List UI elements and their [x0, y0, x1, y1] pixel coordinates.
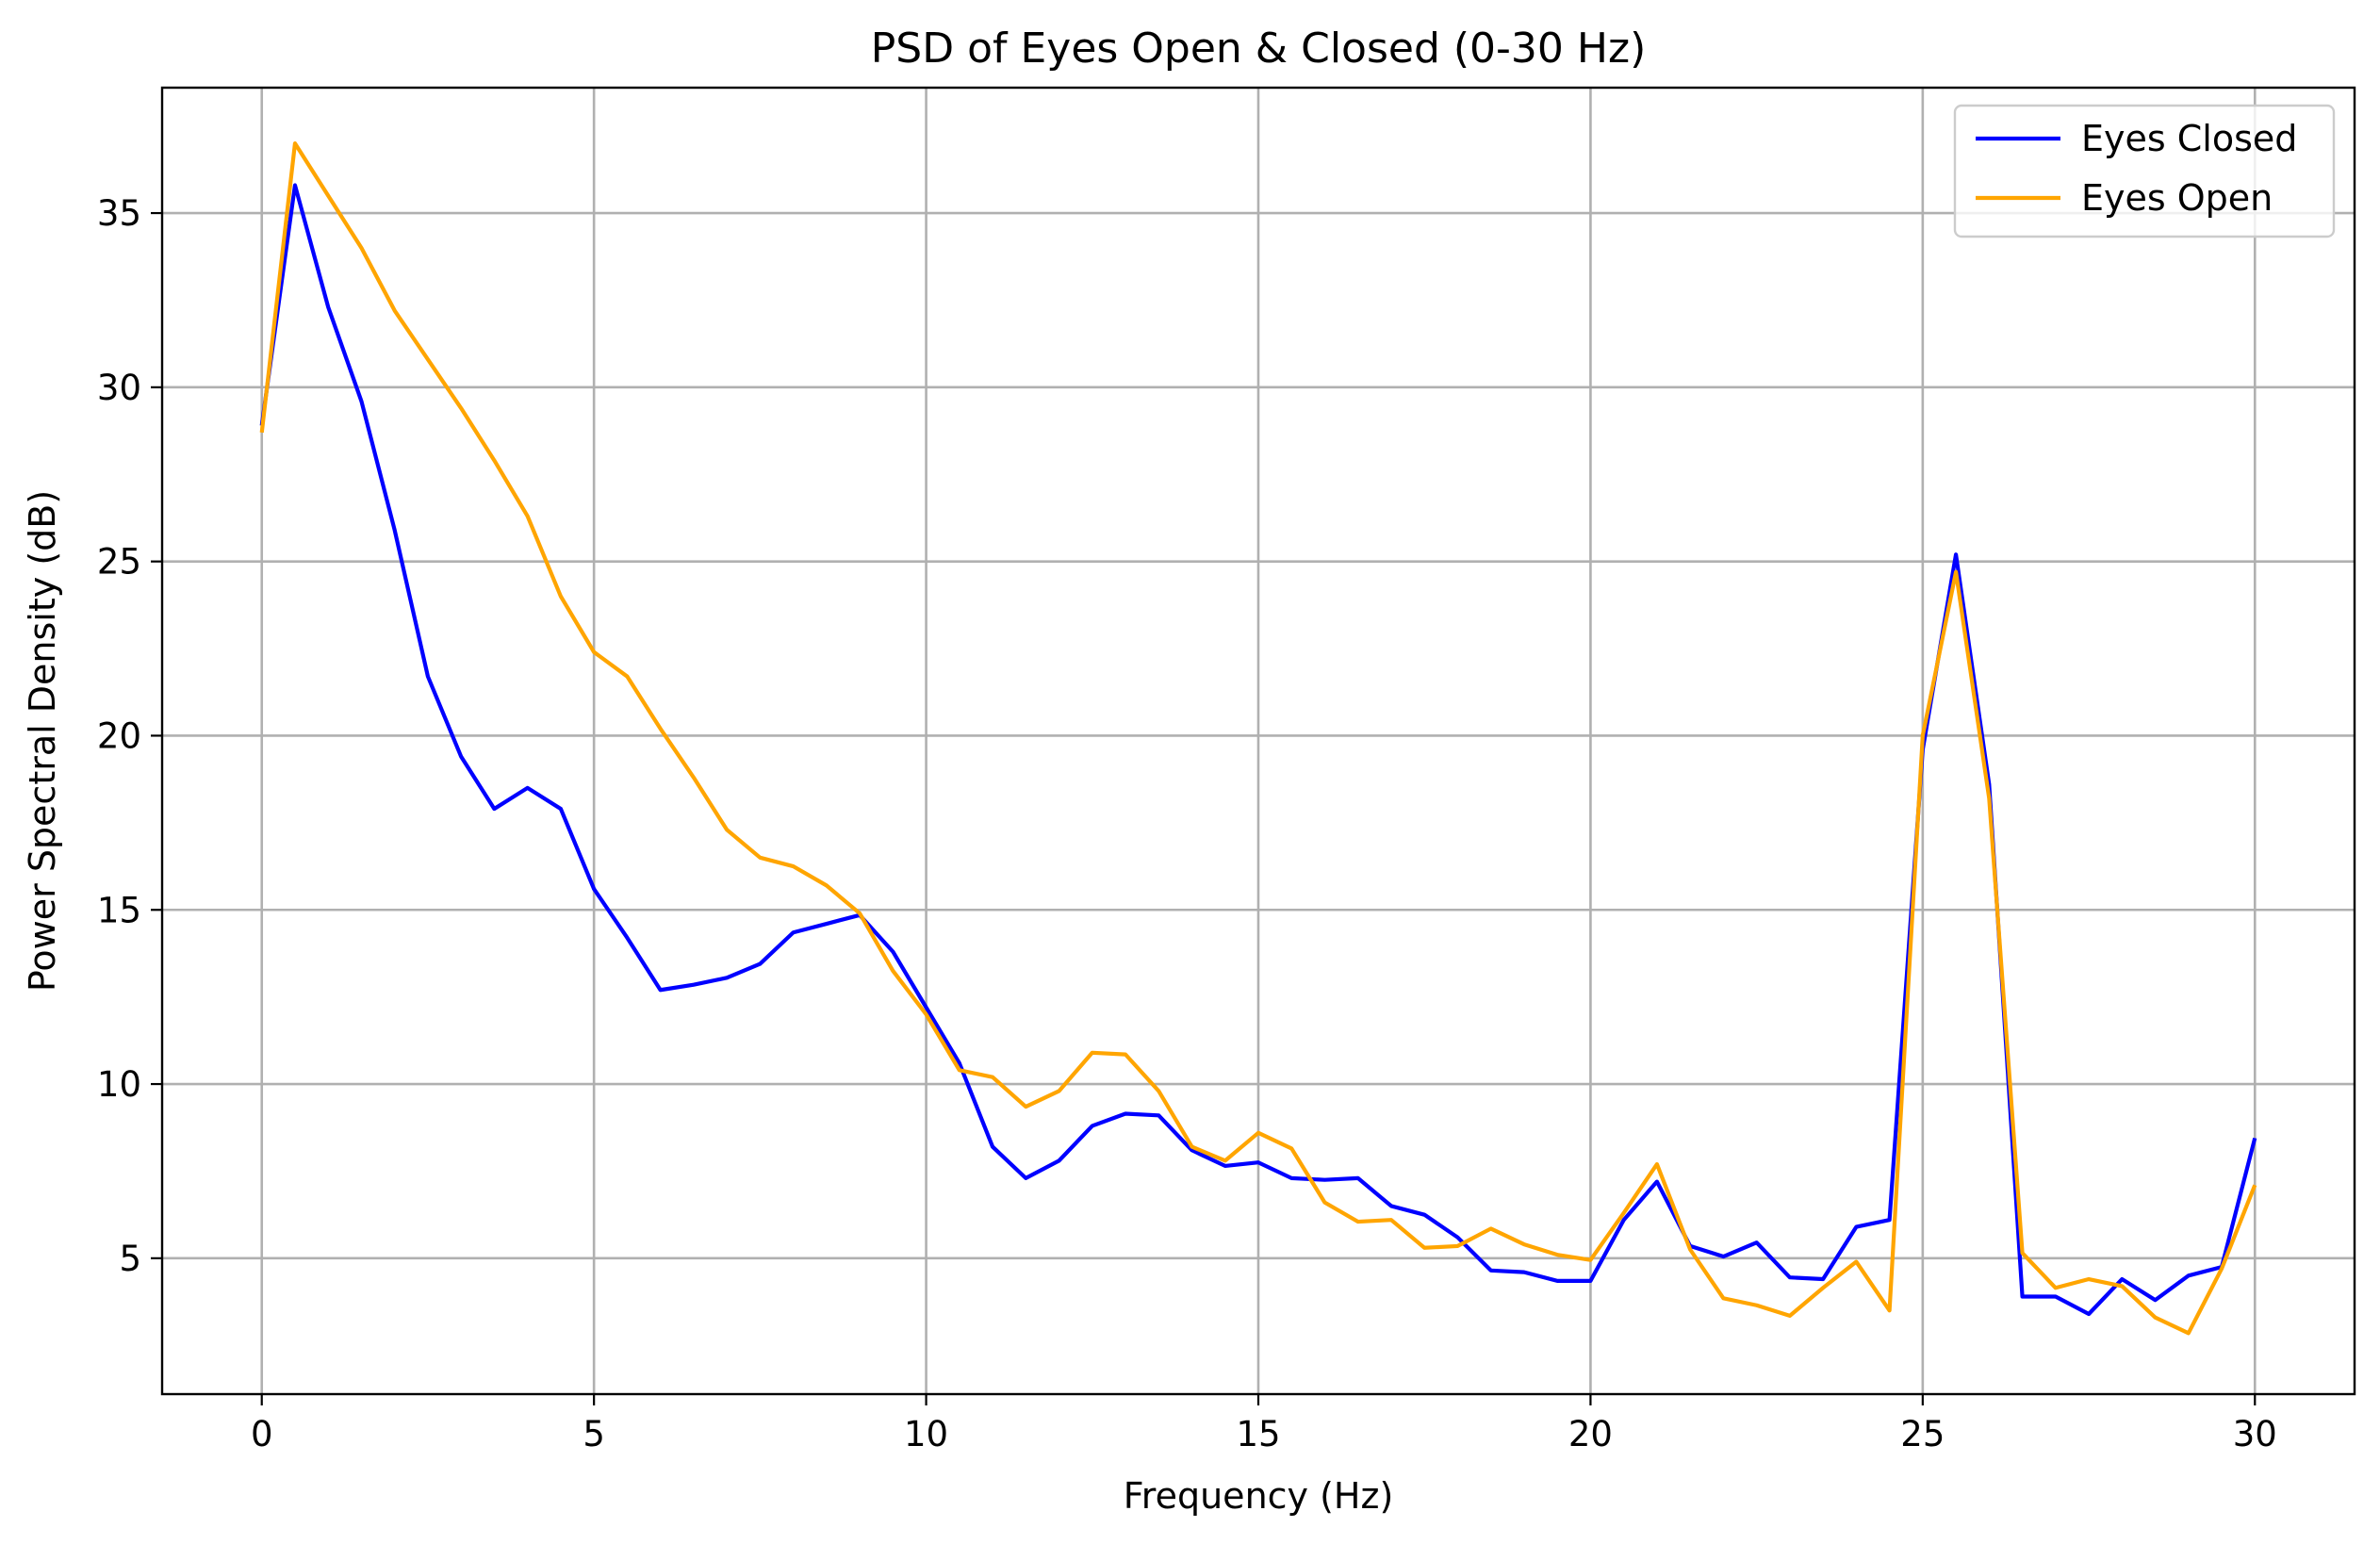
y-tick-label: 5	[119, 1239, 141, 1279]
series-line-eyes-open	[259, 141, 2257, 1336]
y-tick-label: 35	[97, 193, 141, 234]
legend-label-eyes-closed: Eyes Closed	[2081, 118, 2297, 159]
y-tick-label: 25	[97, 542, 141, 583]
x-axis-label: Frequency (Hz)	[1124, 1475, 1394, 1517]
legend-label-eyes-open: Eyes Open	[2081, 177, 2273, 219]
series-layer	[259, 141, 2257, 1336]
x-tick-label: 5	[583, 1414, 605, 1454]
chart-title: PSD of Eyes Open & Closed (0-30 Hz)	[871, 25, 1647, 73]
x-tick-label: 25	[1900, 1414, 1945, 1454]
y-tick-label: 15	[97, 890, 141, 930]
legend: Eyes Closed Eyes Open	[1953, 104, 2336, 238]
y-axis-label: Power Spectral Density (dB)	[22, 490, 63, 992]
y-tick-label: 10	[97, 1064, 141, 1105]
y-tick-label: 30	[97, 368, 141, 408]
gridlines	[162, 88, 2355, 1394]
x-tick-label: 30	[2233, 1414, 2277, 1454]
y-axis: 5 10 15 20 25 30 35	[97, 193, 162, 1279]
x-tick-label: 20	[1568, 1414, 1613, 1454]
y-tick-label: 20	[97, 715, 141, 756]
x-tick-label: 10	[904, 1414, 948, 1454]
x-axis: 0 5 10 15 20 25 30	[251, 1394, 2277, 1454]
x-tick-label: 0	[251, 1414, 273, 1454]
x-tick-label: 15	[1236, 1414, 1280, 1454]
